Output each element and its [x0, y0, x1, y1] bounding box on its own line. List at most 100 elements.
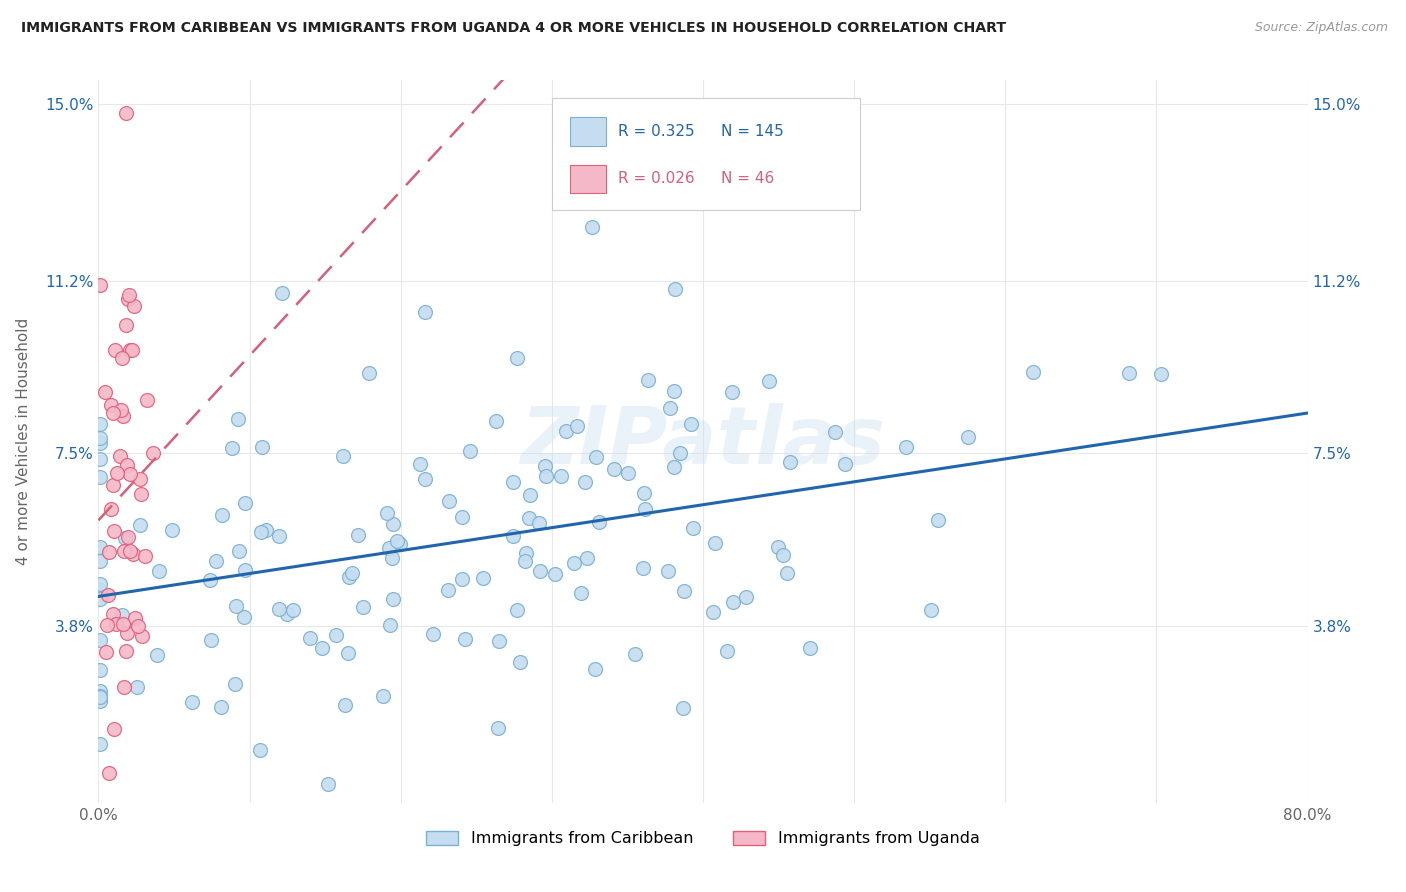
Point — [371, 689, 394, 703]
Point — [472, 571, 495, 585]
Point — [454, 632, 477, 647]
Point — [180, 695, 202, 709]
Point — [271, 286, 294, 301]
Point — [204, 554, 226, 568]
Point — [565, 419, 588, 434]
Point — [672, 700, 695, 714]
Point — [382, 592, 405, 607]
Point — [352, 600, 374, 615]
Point — [631, 560, 654, 574]
Point — [110, 403, 132, 417]
Text: N = 46: N = 46 — [721, 171, 775, 186]
Point — [101, 607, 124, 621]
Point — [89, 435, 111, 450]
Point — [89, 694, 111, 708]
Point — [117, 530, 139, 544]
Point — [634, 502, 657, 516]
Point — [250, 524, 273, 539]
Point — [346, 528, 368, 542]
Point — [226, 411, 249, 425]
FancyBboxPatch shape — [551, 98, 860, 211]
Point — [98, 765, 121, 780]
Point — [89, 663, 111, 677]
Point — [89, 470, 111, 484]
Point — [111, 409, 134, 423]
Point — [124, 611, 146, 625]
Point — [89, 633, 111, 648]
Point — [659, 401, 682, 416]
Point — [664, 460, 686, 475]
Point — [105, 467, 128, 481]
Point — [437, 583, 460, 598]
Point — [94, 385, 117, 400]
Point — [89, 689, 111, 703]
Text: N = 145: N = 145 — [721, 125, 785, 139]
Point — [585, 450, 607, 464]
Point — [225, 599, 247, 614]
Point — [211, 508, 233, 523]
Point — [233, 496, 256, 510]
Point — [488, 633, 510, 648]
Point — [316, 777, 339, 791]
Point — [228, 543, 250, 558]
Point — [249, 742, 271, 756]
Point — [122, 299, 145, 313]
Point — [502, 475, 524, 490]
Point — [114, 644, 136, 658]
Point — [337, 646, 360, 660]
Point — [114, 318, 136, 333]
Point — [115, 106, 138, 120]
Point — [311, 640, 333, 655]
Point — [1150, 367, 1173, 381]
Point — [451, 509, 474, 524]
Point — [97, 588, 120, 602]
Point — [485, 414, 508, 428]
Point — [533, 459, 555, 474]
Point — [198, 573, 221, 587]
Point — [375, 506, 398, 520]
Point — [269, 529, 291, 543]
Point — [575, 551, 598, 566]
Point — [112, 680, 135, 694]
Point — [682, 521, 704, 535]
Point — [385, 533, 408, 548]
Point — [486, 721, 509, 735]
Point — [96, 618, 118, 632]
Text: Source: ZipAtlas.com: Source: ZipAtlas.com — [1254, 21, 1388, 34]
Point — [378, 617, 401, 632]
Point — [209, 699, 232, 714]
Point — [451, 572, 474, 586]
Point — [131, 629, 153, 643]
Point — [281, 603, 304, 617]
Point — [679, 417, 702, 432]
Point — [505, 351, 527, 365]
Point — [624, 648, 647, 662]
Point — [127, 619, 149, 633]
Point — [377, 541, 399, 555]
Point — [920, 603, 942, 617]
Point — [221, 442, 243, 456]
Point — [633, 486, 655, 500]
Point — [927, 513, 949, 527]
Point — [89, 690, 111, 704]
Point — [100, 502, 122, 516]
Point — [1118, 366, 1140, 380]
Point — [502, 529, 524, 543]
Point — [89, 582, 111, 597]
Point — [637, 374, 659, 388]
Point — [135, 393, 157, 408]
Point — [94, 645, 117, 659]
Point — [664, 384, 686, 399]
Point — [458, 444, 481, 458]
Point — [333, 698, 356, 713]
Point — [616, 466, 638, 480]
Point — [779, 455, 801, 469]
Point — [550, 469, 572, 483]
Text: R = 0.325: R = 0.325 — [619, 125, 695, 139]
Text: R = 0.026: R = 0.026 — [619, 171, 695, 186]
Point — [357, 366, 380, 380]
Point — [89, 592, 111, 607]
Point — [735, 590, 758, 604]
Point — [103, 406, 125, 420]
Point — [509, 656, 531, 670]
